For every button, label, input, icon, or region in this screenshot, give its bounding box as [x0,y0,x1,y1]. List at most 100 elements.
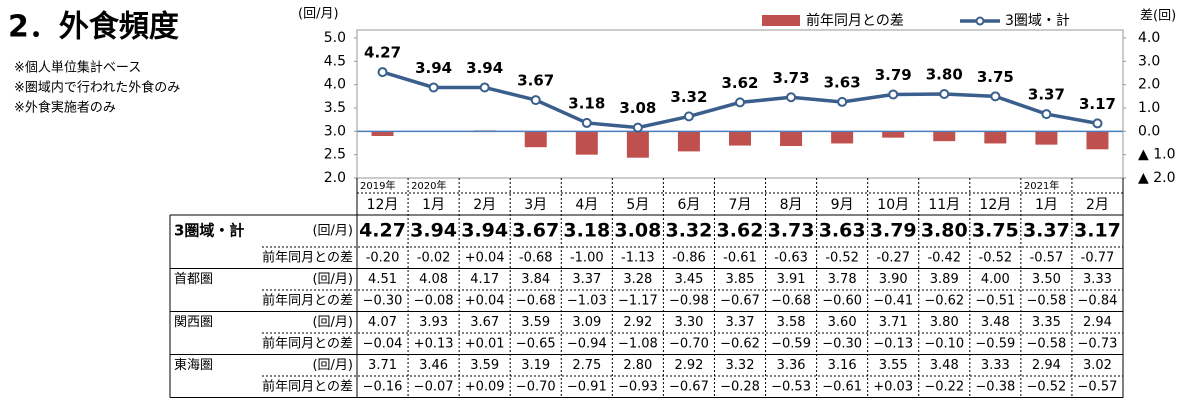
line-marker [428,82,439,93]
bar [1035,131,1058,145]
row-unit: (回/月) [312,272,353,287]
table-cell: +0.04 [465,250,505,265]
table-cell: −0.10 [924,336,964,351]
table-cell: 3.80 [930,315,959,330]
line-marker [786,92,797,103]
bar [984,131,1007,144]
table-cell: +0.13 [414,336,454,351]
bar [933,131,956,142]
table-cell: −0.91 [567,379,607,394]
table-cell: 3.35 [1032,315,1061,330]
row-label: 前年同月との差 [262,292,353,308]
table-cell: -0.63 [774,250,808,265]
x-tick-label: 5月 [626,197,649,213]
y2-tick-label: 0.0 [1138,123,1160,139]
table-cell: 3.79 [870,220,917,242]
line-marker [1092,118,1103,129]
bar [677,131,700,152]
table-cell: −0.52 [1026,379,1066,394]
y-tick-label: 2.0 [324,170,346,186]
x-tick-label: 12月 [367,197,399,213]
data-label: 3.62 [721,74,758,92]
table-cell: −0.68 [771,293,811,308]
table-cell: -0.68 [519,250,553,265]
x-tick-label: 3月 [524,197,547,213]
y2-tick-label: 2.0 [1138,77,1160,93]
y2-tick-label: 1.0 [1138,100,1160,116]
year-label: 2020年 [411,179,446,192]
data-label: 3.79 [875,66,912,84]
table-cell: 3.94 [410,220,457,242]
table-cell: -1.13 [621,250,655,265]
table-cell: 3.48 [930,358,959,373]
data-label: 3.80 [926,66,963,84]
table-cell: 3.67 [512,220,559,242]
table-cell: 3.75 [972,220,1019,242]
x-tick-label: 10月 [877,197,909,213]
table-cell: 3.55 [879,358,908,373]
table-cell: −0.57 [1078,379,1118,394]
table-cell: 4.07 [368,315,397,330]
table-cell: −0.22 [924,379,964,394]
x-tick-label: 7月 [729,197,752,213]
y-tick-label: 4.5 [324,53,346,69]
table-cell: 3.18 [563,220,610,242]
table-cell: -0.42 [927,250,961,265]
table-cell: 3.94 [461,220,508,242]
row-label: 前年同月との差 [262,335,353,351]
data-label: 3.08 [619,99,656,117]
x-tick-label: 8月 [780,197,803,213]
table-cell: −0.41 [873,293,913,308]
table-cell: 3.37 [572,272,601,287]
row-unit: (回/月) [312,358,353,373]
table-cell: 3.16 [828,358,857,373]
table-cell: 3.33 [1083,272,1112,287]
page-title: 2．外食頻度 [8,10,179,45]
table-cell: 3.08 [614,220,661,242]
table-cell: 4.51 [368,272,397,287]
bar [626,131,649,158]
row-label: 首都圏 [174,272,213,287]
table-cell: 3.02 [1083,358,1112,373]
table-cell: −0.65 [516,336,556,351]
table-cell: −0.70 [516,379,556,394]
table-cell: -0.52 [979,250,1013,265]
table-cell: 2.92 [623,315,652,330]
x-tick-label: 1月 [422,197,445,213]
table-cell: -0.61 [723,250,757,265]
y-axis-label: (回/月) [298,7,339,22]
row-label: 前年同月との差 [262,249,353,265]
table-cell: −0.70 [669,336,709,351]
table-cell: 3.17 [1074,220,1121,242]
table-cell: -0.86 [672,250,706,265]
plot-frame [356,29,1124,179]
y-tick-label: 3.0 [324,123,346,139]
table-cell: −0.30 [822,336,862,351]
table-cell: -0.77 [1081,250,1115,265]
bar [831,131,854,144]
table-cell: 4.27 [359,220,406,242]
table-cell: 4.00 [981,272,1010,287]
bar [1086,131,1109,150]
table-cell: -0.02 [417,250,451,265]
table-cell: −0.04 [363,336,403,351]
row-unit: (回/月) [312,315,353,330]
table-cell: −0.62 [720,336,760,351]
y2-tick-label: 4.0 [1138,30,1160,46]
table-cell: −0.13 [873,336,913,351]
table-cell: -0.52 [825,250,859,265]
table-cell: −0.28 [720,379,760,394]
bar [729,131,751,146]
table-cell: 2.92 [674,358,703,373]
y2-tick-label: ▲ 1.0 [1138,147,1175,163]
table-cell: −0.61 [822,379,862,394]
table-cell: −0.59 [975,336,1015,351]
x-tick-label: 11月 [928,197,960,213]
row-unit: (回/月) [312,224,353,239]
table-cell: −0.30 [363,293,403,308]
line-marker [939,89,950,99]
y2-tick-label: 3.0 [1138,53,1160,69]
table-cell: −0.73 [1078,336,1118,351]
bar [524,131,547,148]
